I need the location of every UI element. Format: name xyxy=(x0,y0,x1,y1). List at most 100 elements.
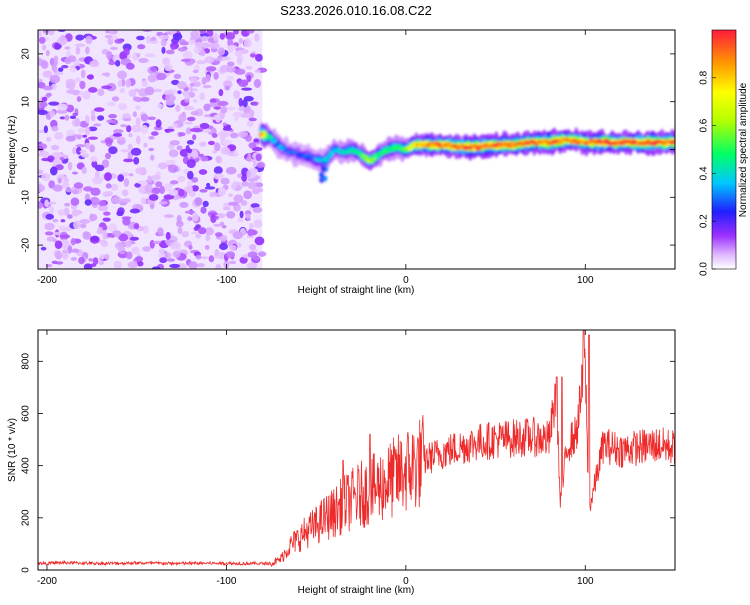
noise-speckle xyxy=(144,184,153,193)
noise-speckle xyxy=(213,166,223,175)
noise-speckle xyxy=(188,261,198,269)
x-tick-label: 0 xyxy=(403,576,409,587)
noise-speckle xyxy=(165,159,176,166)
noise-speckle xyxy=(170,30,177,35)
noise-speckle xyxy=(89,60,100,68)
noise-speckle xyxy=(127,143,133,151)
noise-speckle xyxy=(165,231,171,241)
noise-speckle xyxy=(61,251,69,260)
noise-speckle xyxy=(71,209,80,217)
noise-speckle xyxy=(97,226,104,235)
noise-speckle xyxy=(219,242,228,251)
spectrogram-x-ticks: -200 -100 0 100 xyxy=(37,30,594,286)
noise-speckle xyxy=(102,191,111,197)
noise-speckle xyxy=(81,166,88,174)
noise-speckle xyxy=(257,251,267,257)
noise-speckle xyxy=(51,260,58,264)
noise-speckle xyxy=(79,219,90,224)
ridge-cell xyxy=(271,139,278,144)
y-tick-label: 800 xyxy=(21,353,32,370)
spectrogram-x-label: Height of straight line (km) xyxy=(298,285,415,296)
noise-speckle xyxy=(52,69,58,73)
noise-speckle xyxy=(255,53,263,62)
noise-speckle xyxy=(125,251,133,260)
noise-speckle xyxy=(61,241,69,250)
noise-speckle xyxy=(84,199,92,206)
noise-speckle xyxy=(90,156,98,162)
noise-speckle xyxy=(228,201,238,206)
noise-speckle xyxy=(220,106,228,114)
noise-speckle xyxy=(201,42,211,48)
noise-speckle xyxy=(123,241,132,248)
noise-speckle xyxy=(245,213,251,220)
noise-speckle xyxy=(131,124,142,133)
noise-speckle xyxy=(238,97,243,107)
noise-speckle xyxy=(60,219,66,223)
noise-speckle xyxy=(199,122,210,130)
noise-speckle xyxy=(49,74,60,84)
noise-speckle xyxy=(150,66,157,72)
noise-speckle xyxy=(72,112,78,116)
noise-speckle xyxy=(53,55,59,63)
noise-speckle xyxy=(110,234,115,238)
noise-speckle xyxy=(62,180,70,189)
noise-speckle xyxy=(208,212,218,216)
noise-speckle xyxy=(246,262,258,269)
noise-speckle xyxy=(158,34,170,40)
noise-speckle xyxy=(104,172,112,182)
noise-speckle xyxy=(54,240,63,249)
noise-speckle xyxy=(171,241,180,249)
noise-speckle xyxy=(173,73,182,79)
noise-speckle xyxy=(130,147,142,156)
noise-speckle xyxy=(245,65,253,70)
ridge-cell xyxy=(291,150,298,154)
noise-speckle xyxy=(241,181,250,187)
noise-speckle xyxy=(54,43,61,50)
noise-speckle xyxy=(64,57,72,64)
noise-speckle xyxy=(70,257,77,261)
noise-speckle xyxy=(113,260,122,269)
noise-speckle xyxy=(68,82,76,90)
noise-speckle xyxy=(177,81,187,90)
noise-speckle xyxy=(253,219,263,228)
noise-speckle xyxy=(184,93,190,100)
noise-speckle xyxy=(51,144,60,151)
noise-speckle xyxy=(152,187,161,194)
noise-speckle xyxy=(78,256,85,265)
noise-speckle xyxy=(215,232,223,237)
noise-speckle xyxy=(219,132,226,142)
noise-speckle xyxy=(123,158,134,163)
noise-speckle xyxy=(65,188,72,193)
noise-speckle xyxy=(63,207,70,216)
noise-speckle xyxy=(249,244,257,251)
noise-speckle xyxy=(164,239,175,244)
noise-speckle xyxy=(97,88,105,97)
noise-speckle xyxy=(254,236,265,246)
noise-speckle xyxy=(97,115,105,121)
noise-speckle xyxy=(58,67,64,72)
noise-speckle xyxy=(39,101,48,108)
noise-speckle xyxy=(108,60,116,66)
noise-speckle xyxy=(217,47,226,56)
noise-speckle xyxy=(77,127,85,134)
noise-speckle xyxy=(228,260,237,265)
noise-speckle xyxy=(112,133,123,137)
noise-speckle xyxy=(194,197,203,206)
noise-speckle xyxy=(85,142,91,150)
snr-frame xyxy=(37,329,676,571)
noise-speckle xyxy=(169,140,180,146)
noise-speckle xyxy=(165,94,176,103)
noise-speckle xyxy=(133,96,142,101)
noise-speckle xyxy=(220,146,231,155)
noise-speckle xyxy=(192,134,197,141)
noise-speckle xyxy=(233,194,244,204)
noise-speckle xyxy=(131,246,140,255)
noise-speckle xyxy=(70,238,76,246)
noise-speckle xyxy=(64,114,70,121)
noise-speckle xyxy=(212,149,217,154)
noise-speckle xyxy=(142,225,149,235)
noise-speckle xyxy=(187,180,193,187)
noise-speckle xyxy=(252,160,258,168)
noise-speckle xyxy=(85,35,93,45)
noise-speckle xyxy=(135,117,141,126)
